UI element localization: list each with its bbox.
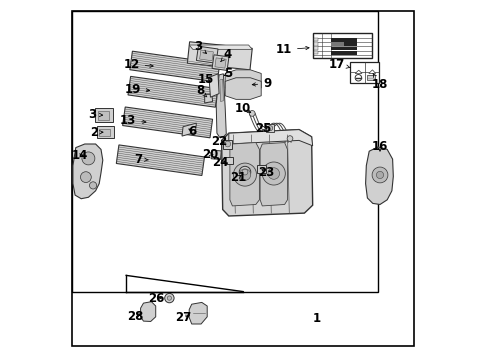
Text: 21: 21 xyxy=(230,171,246,184)
Polygon shape xyxy=(199,50,213,61)
Circle shape xyxy=(167,296,171,300)
Polygon shape xyxy=(141,302,156,321)
Circle shape xyxy=(372,167,388,183)
Circle shape xyxy=(82,152,95,165)
Text: 5: 5 xyxy=(224,67,232,80)
Polygon shape xyxy=(209,74,219,97)
Polygon shape xyxy=(225,70,261,91)
Polygon shape xyxy=(260,143,288,206)
Text: 24: 24 xyxy=(212,156,229,169)
Polygon shape xyxy=(220,79,223,102)
Bar xyxy=(331,51,357,55)
Text: 23: 23 xyxy=(258,166,274,179)
Text: 15: 15 xyxy=(198,73,214,86)
Polygon shape xyxy=(369,70,376,73)
Text: 14: 14 xyxy=(71,149,88,162)
Circle shape xyxy=(376,171,384,179)
Polygon shape xyxy=(223,140,232,149)
Text: 26: 26 xyxy=(148,292,165,305)
Polygon shape xyxy=(229,130,313,146)
Polygon shape xyxy=(196,46,218,63)
Text: 8: 8 xyxy=(196,84,207,97)
Text: 25: 25 xyxy=(255,122,271,135)
Bar xyxy=(314,46,318,50)
Bar xyxy=(331,42,344,46)
Bar xyxy=(314,38,318,41)
Text: 3: 3 xyxy=(194,40,206,54)
Text: 20: 20 xyxy=(202,148,219,161)
Circle shape xyxy=(355,75,362,81)
Text: 9: 9 xyxy=(252,77,271,90)
Polygon shape xyxy=(189,302,207,324)
Circle shape xyxy=(165,293,174,303)
Text: 6: 6 xyxy=(189,125,197,138)
Circle shape xyxy=(239,169,251,180)
Bar xyxy=(314,42,318,46)
Polygon shape xyxy=(116,145,204,175)
Bar xyxy=(313,33,372,58)
Polygon shape xyxy=(212,55,229,71)
Bar xyxy=(331,42,357,46)
Text: 19: 19 xyxy=(124,83,149,96)
Text: 17: 17 xyxy=(329,58,350,71)
Polygon shape xyxy=(225,157,233,164)
Polygon shape xyxy=(99,129,110,136)
Polygon shape xyxy=(225,78,261,99)
Text: 18: 18 xyxy=(372,73,388,91)
Text: 10: 10 xyxy=(235,102,251,115)
Circle shape xyxy=(242,169,248,175)
Polygon shape xyxy=(211,150,221,159)
Polygon shape xyxy=(221,130,313,216)
Polygon shape xyxy=(355,70,362,73)
Bar xyxy=(350,62,379,83)
Circle shape xyxy=(233,163,257,186)
Bar xyxy=(368,75,375,80)
Circle shape xyxy=(262,162,285,185)
Text: 22: 22 xyxy=(211,135,227,148)
Polygon shape xyxy=(73,144,103,199)
Polygon shape xyxy=(189,45,252,49)
Bar xyxy=(331,38,357,42)
Polygon shape xyxy=(98,111,109,120)
Polygon shape xyxy=(97,126,114,138)
Circle shape xyxy=(268,168,280,179)
Text: 2: 2 xyxy=(91,126,103,139)
Polygon shape xyxy=(187,42,252,70)
Polygon shape xyxy=(230,143,259,206)
Circle shape xyxy=(287,136,293,141)
Text: 27: 27 xyxy=(175,311,191,324)
Bar xyxy=(72,11,378,292)
Text: 1: 1 xyxy=(313,312,321,325)
Text: 3: 3 xyxy=(88,108,103,121)
Polygon shape xyxy=(257,165,266,173)
Text: 28: 28 xyxy=(126,310,143,323)
Circle shape xyxy=(90,182,97,189)
Polygon shape xyxy=(130,51,220,82)
Bar xyxy=(331,47,357,50)
Polygon shape xyxy=(95,108,113,122)
Polygon shape xyxy=(205,94,213,103)
Polygon shape xyxy=(366,147,393,204)
Circle shape xyxy=(80,172,91,183)
Polygon shape xyxy=(216,74,226,138)
Text: 11: 11 xyxy=(276,43,309,56)
Polygon shape xyxy=(128,76,218,107)
Polygon shape xyxy=(122,107,213,138)
Text: 12: 12 xyxy=(123,58,153,71)
Polygon shape xyxy=(266,124,274,132)
Polygon shape xyxy=(215,58,226,68)
Circle shape xyxy=(249,111,255,116)
Polygon shape xyxy=(182,123,196,136)
Text: 16: 16 xyxy=(372,140,388,153)
Circle shape xyxy=(268,126,273,131)
Circle shape xyxy=(239,166,251,178)
Text: 4: 4 xyxy=(221,48,232,62)
Circle shape xyxy=(225,141,231,147)
Bar xyxy=(314,51,318,54)
Text: 13: 13 xyxy=(120,114,146,127)
Text: 7: 7 xyxy=(135,153,148,166)
